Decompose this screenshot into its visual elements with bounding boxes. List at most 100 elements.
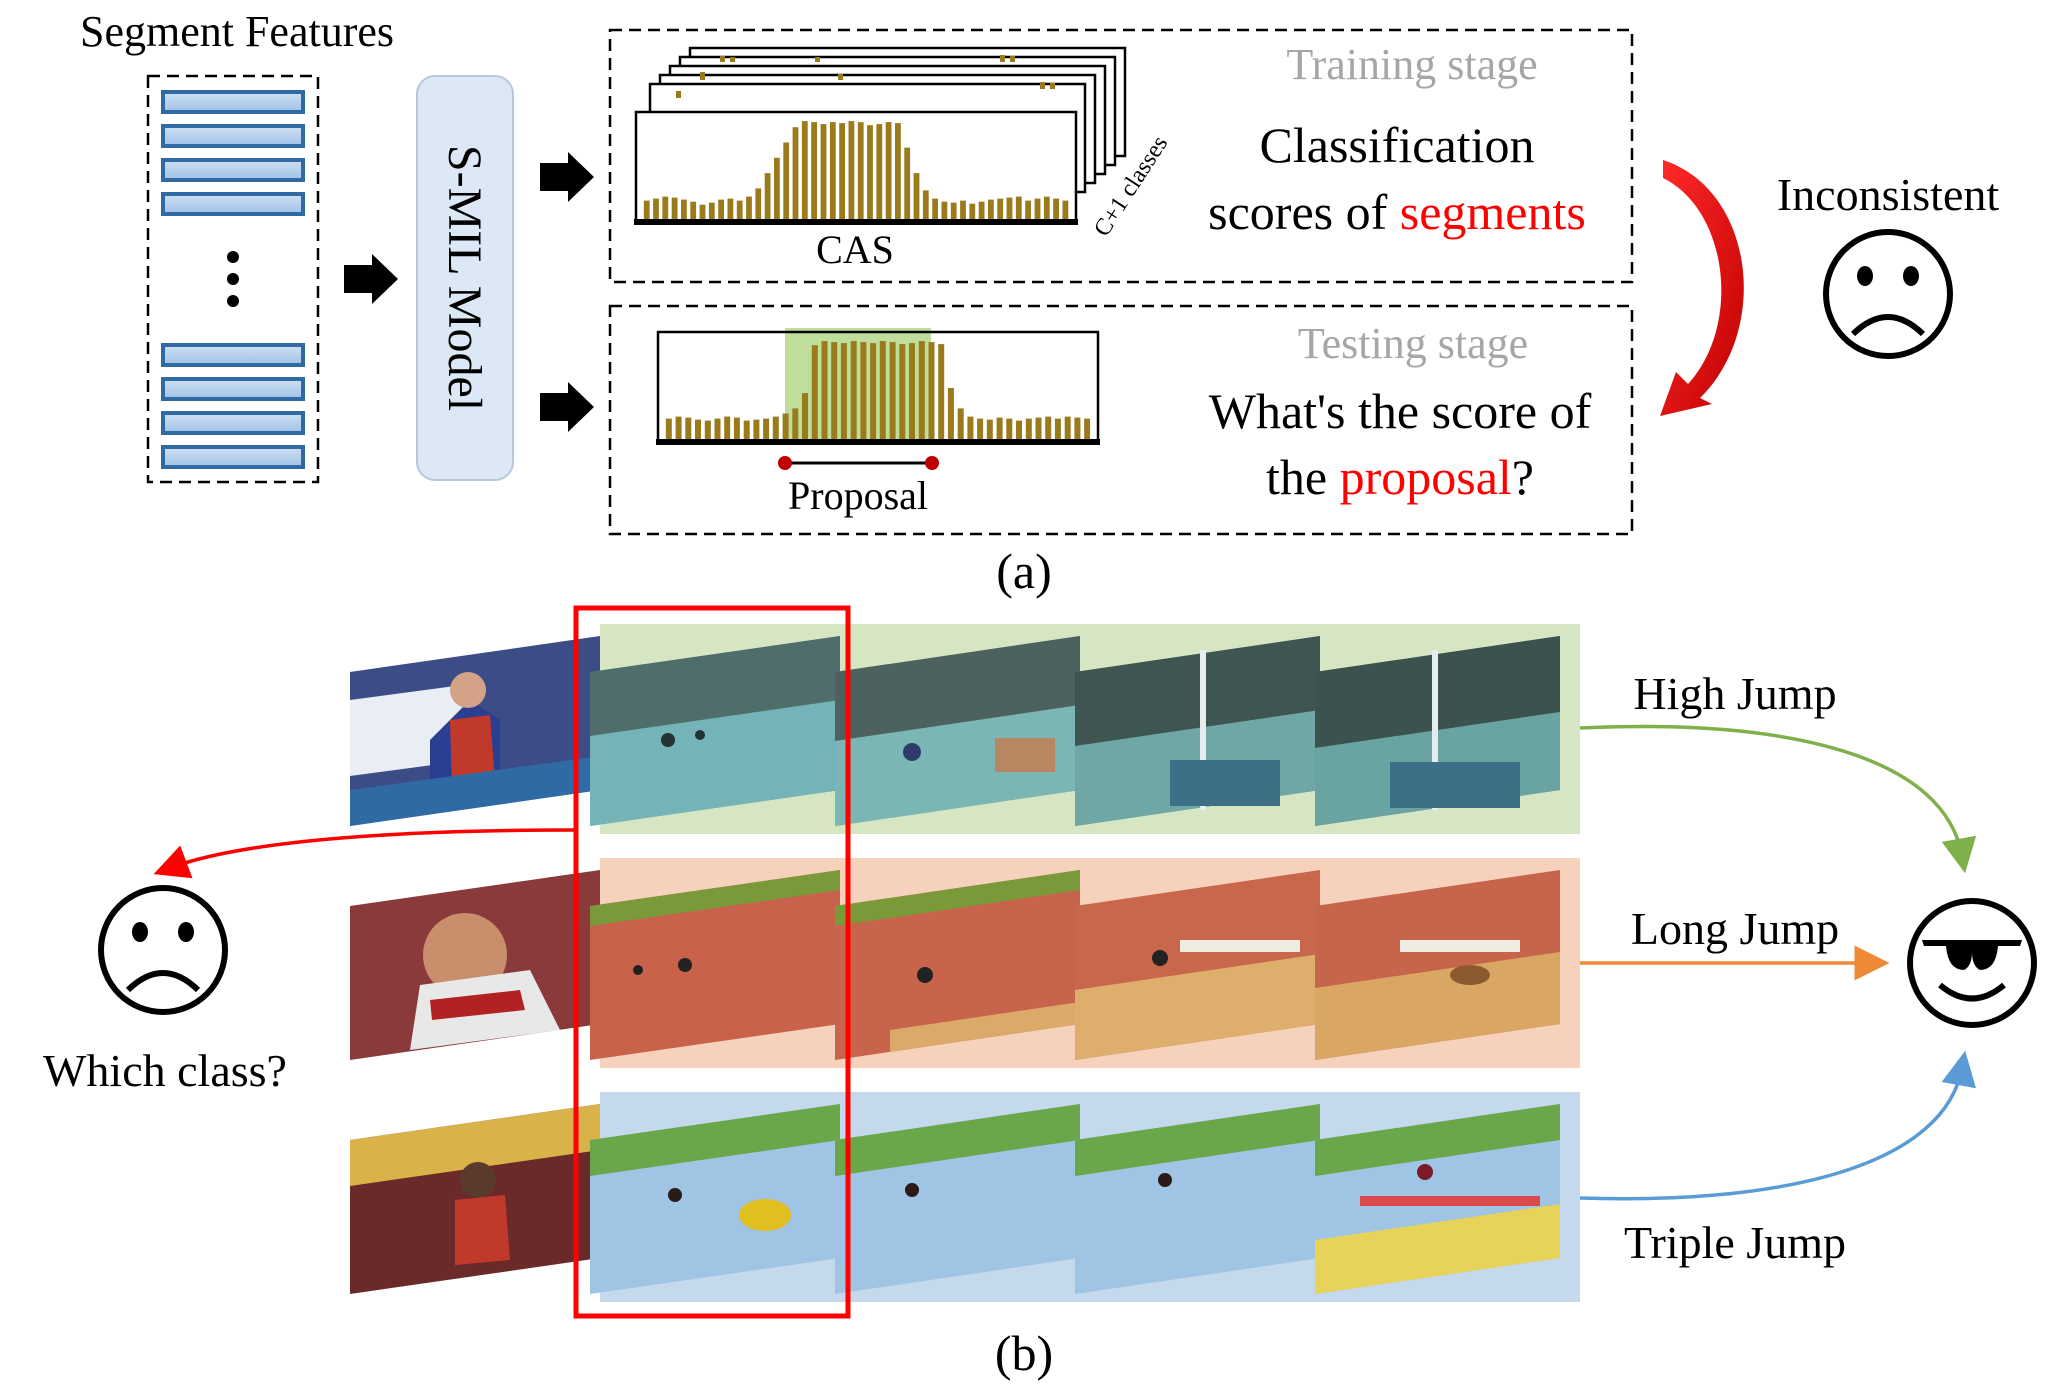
cas-bar <box>690 201 697 219</box>
proposal-end-marker <box>925 456 939 470</box>
cas-bar <box>746 196 752 219</box>
back-frame-bar <box>815 57 820 62</box>
cas-bar <box>1043 196 1050 219</box>
proposal-bar <box>1016 420 1022 439</box>
cas-bar <box>643 200 650 219</box>
proposal-bar <box>1064 416 1071 439</box>
caption-b: (b) <box>995 1325 1053 1381</box>
video-frame-image <box>1075 636 1320 826</box>
proposal-bar <box>957 408 964 439</box>
proposal-bar <box>763 418 770 439</box>
video-frame-image <box>590 1104 840 1294</box>
cas-bar <box>904 147 911 219</box>
proposal-bar <box>850 341 857 439</box>
cas-bar <box>1015 196 1022 219</box>
ellipsis-dot <box>227 251 239 263</box>
back-frame-bar <box>1040 82 1045 89</box>
cas-bar <box>708 202 715 219</box>
video-frame-image <box>1075 1104 1320 1294</box>
proposal-highlight-word: proposal <box>1340 449 1512 505</box>
cas-bar <box>876 124 883 219</box>
cas-bar <box>1025 200 1031 219</box>
cas-bar <box>1034 198 1041 219</box>
proposal-bar <box>928 342 935 439</box>
class-label-triple-jump: Triple Jump <box>1624 1217 1846 1268</box>
cas-bar <box>820 124 827 219</box>
triple-jump-frames <box>350 1104 1560 1294</box>
cas-label: CAS <box>816 227 894 272</box>
feature-bar <box>161 90 305 114</box>
cas-bar <box>774 157 780 219</box>
video-frame-image <box>1315 1104 1560 1294</box>
back-frame-bar <box>676 91 681 98</box>
classification-prefix: scores of <box>1208 184 1400 240</box>
cas-bar <box>988 199 994 219</box>
arrow-to-testing <box>540 382 594 432</box>
proposal-bar <box>802 393 808 439</box>
proposal-bar <box>675 416 682 439</box>
cas-bar <box>699 204 706 219</box>
feature-bar <box>161 343 305 367</box>
feature-bar <box>161 124 305 148</box>
cas-bar <box>718 199 724 219</box>
proposal-bar <box>665 418 672 439</box>
cas-bar <box>969 203 976 219</box>
back-frame-bar <box>730 57 735 62</box>
proposal-bar <box>733 417 740 439</box>
s-mil-model-box <box>416 75 514 481</box>
video-frame-image <box>1315 636 1560 826</box>
proposal-bar <box>967 416 974 439</box>
cas-stack <box>634 46 1127 225</box>
feature-bar <box>161 445 305 469</box>
proposal-highlight <box>785 328 931 442</box>
cas-bar <box>922 190 929 219</box>
proposal-bar <box>996 417 1003 439</box>
confused-face-icon <box>98 885 228 1015</box>
feature-bar <box>161 377 305 401</box>
feature-bar <box>161 192 305 216</box>
cas-bar <box>755 188 762 219</box>
proposal-bar <box>1025 418 1032 439</box>
question-suffix: ? <box>1512 449 1534 505</box>
video-frame-image <box>835 870 1080 1060</box>
proposal-bar <box>899 344 906 439</box>
long-jump-frames <box>350 870 1560 1060</box>
cas-bar <box>764 173 771 219</box>
video-frame-image <box>590 870 840 1060</box>
proposal-bar <box>1006 418 1013 439</box>
proposal-bar <box>753 419 760 439</box>
cas-bar <box>801 121 808 219</box>
cas-bar <box>1006 197 1013 219</box>
feature-bar <box>161 411 305 435</box>
cas-bar <box>736 200 743 219</box>
cas-bar <box>941 201 948 219</box>
proposal-bar <box>1074 417 1081 439</box>
proposal-bar <box>909 343 915 439</box>
cas-bar <box>885 122 892 219</box>
proposal-bar <box>782 413 789 439</box>
training-stage-label: Training stage <box>1286 40 1537 89</box>
person-frame-image <box>350 1104 600 1294</box>
proposal-start-marker <box>778 456 792 470</box>
ellipsis-dot <box>227 273 239 285</box>
proposal-bars <box>665 341 1091 439</box>
cas-bar <box>857 122 864 219</box>
proposal-bar <box>772 416 779 439</box>
high-jump-arrow <box>1579 724 1977 874</box>
proposal-bar <box>870 343 877 439</box>
cas-bar <box>653 198 659 219</box>
proposal-bar <box>821 341 828 439</box>
cas-bar <box>997 198 1004 219</box>
selected-segment-box <box>573 605 851 1319</box>
segment-features-label: Segment Features <box>80 7 394 56</box>
cas-bar <box>960 200 966 219</box>
which-class-label: Which class? <box>43 1045 287 1096</box>
proposal-bar <box>811 345 818 439</box>
triple-jump-arrow <box>1579 1050 1976 1201</box>
video-frame-image <box>1075 870 1320 1060</box>
cas-bar <box>867 125 873 219</box>
feature-bar <box>161 158 305 182</box>
cas-bar <box>662 196 669 219</box>
question-line-1: What's the score of <box>1209 383 1592 439</box>
video-frame-image <box>835 1104 1080 1294</box>
